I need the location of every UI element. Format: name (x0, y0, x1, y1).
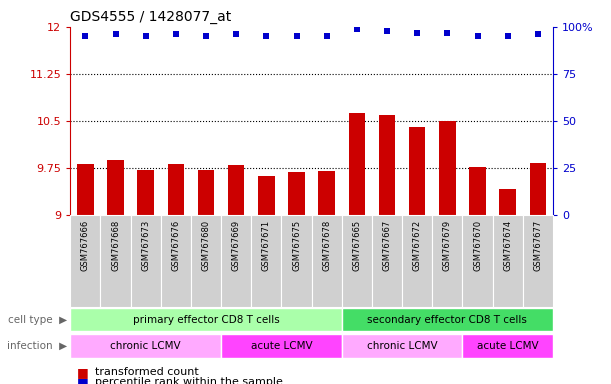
Text: GDS4555 / 1428077_at: GDS4555 / 1428077_at (70, 10, 232, 25)
Text: GSM767677: GSM767677 (533, 220, 543, 271)
Point (262, 33, 271, 40)
Bar (499, 189, 516, 215)
Text: chronic LCMV: chronic LCMV (111, 341, 181, 351)
Text: GSM767672: GSM767672 (412, 220, 422, 271)
Point (442, 30, 452, 36)
Text: ■: ■ (76, 376, 88, 384)
Bar (198, 170, 214, 215)
Bar (258, 175, 275, 215)
Bar (107, 160, 124, 215)
Point (503, 33, 513, 40)
Bar (523, 215, 553, 307)
Text: chronic LCMV: chronic LCMV (367, 341, 437, 351)
Bar (251, 215, 282, 307)
Text: GSM767675: GSM767675 (292, 220, 301, 271)
Point (533, 31, 543, 38)
Bar (439, 121, 456, 215)
Bar (402, 215, 433, 307)
Bar (372, 215, 402, 307)
Bar (70, 308, 342, 331)
Bar (161, 215, 191, 307)
Bar (288, 172, 305, 215)
Bar (100, 215, 131, 307)
Bar (492, 215, 523, 307)
Text: percentile rank within the sample: percentile rank within the sample (95, 377, 282, 384)
Text: primary effector CD8 T cells: primary effector CD8 T cells (133, 314, 279, 325)
Bar (342, 333, 463, 358)
Bar (70, 333, 221, 358)
Text: GSM767667: GSM767667 (382, 220, 392, 271)
Point (412, 30, 422, 36)
Bar (409, 127, 425, 215)
Bar (191, 215, 221, 307)
Text: ■: ■ (76, 366, 88, 379)
Text: GSM767674: GSM767674 (503, 220, 512, 271)
Bar (530, 163, 546, 215)
Bar (228, 165, 244, 215)
Text: GSM767673: GSM767673 (141, 220, 150, 271)
Text: GSM767668: GSM767668 (111, 220, 120, 271)
Point (81, 33, 90, 40)
Text: GSM767679: GSM767679 (443, 220, 452, 271)
Bar (379, 115, 395, 215)
Text: GSM767670: GSM767670 (473, 220, 482, 271)
Text: GSM767669: GSM767669 (232, 220, 241, 271)
Bar (342, 308, 553, 331)
Bar (463, 215, 492, 307)
Text: transformed count: transformed count (95, 367, 199, 377)
Bar (342, 215, 372, 307)
Point (111, 31, 120, 38)
Point (473, 33, 483, 40)
Bar (167, 164, 184, 215)
Text: GSM767678: GSM767678 (322, 220, 331, 271)
Bar (131, 215, 161, 307)
Text: GSM767671: GSM767671 (262, 220, 271, 271)
Text: acute LCMV: acute LCMV (251, 341, 312, 351)
Text: GSM767665: GSM767665 (353, 220, 361, 271)
Bar (137, 170, 154, 215)
Point (322, 33, 332, 40)
Bar (312, 215, 342, 307)
Bar (433, 215, 463, 307)
Bar (282, 215, 312, 307)
Point (382, 28, 392, 34)
Point (201, 33, 211, 40)
Text: GSM767666: GSM767666 (81, 220, 90, 271)
Bar (77, 164, 93, 215)
Bar (70, 215, 100, 307)
Bar (221, 333, 342, 358)
Text: infection  ▶: infection ▶ (7, 341, 67, 351)
Point (291, 33, 301, 40)
Point (352, 26, 362, 32)
Point (141, 33, 150, 40)
Text: secondary effector CD8 T cells: secondary effector CD8 T cells (367, 314, 527, 325)
Point (232, 31, 241, 38)
Point (171, 31, 181, 38)
Bar (318, 171, 335, 215)
Text: GSM767676: GSM767676 (171, 220, 180, 271)
Text: cell type  ▶: cell type ▶ (8, 314, 67, 325)
Text: acute LCMV: acute LCMV (477, 341, 538, 351)
Text: GSM767680: GSM767680 (202, 220, 211, 271)
Bar (463, 333, 553, 358)
Bar (221, 215, 251, 307)
Bar (348, 113, 365, 215)
Bar (469, 167, 486, 215)
